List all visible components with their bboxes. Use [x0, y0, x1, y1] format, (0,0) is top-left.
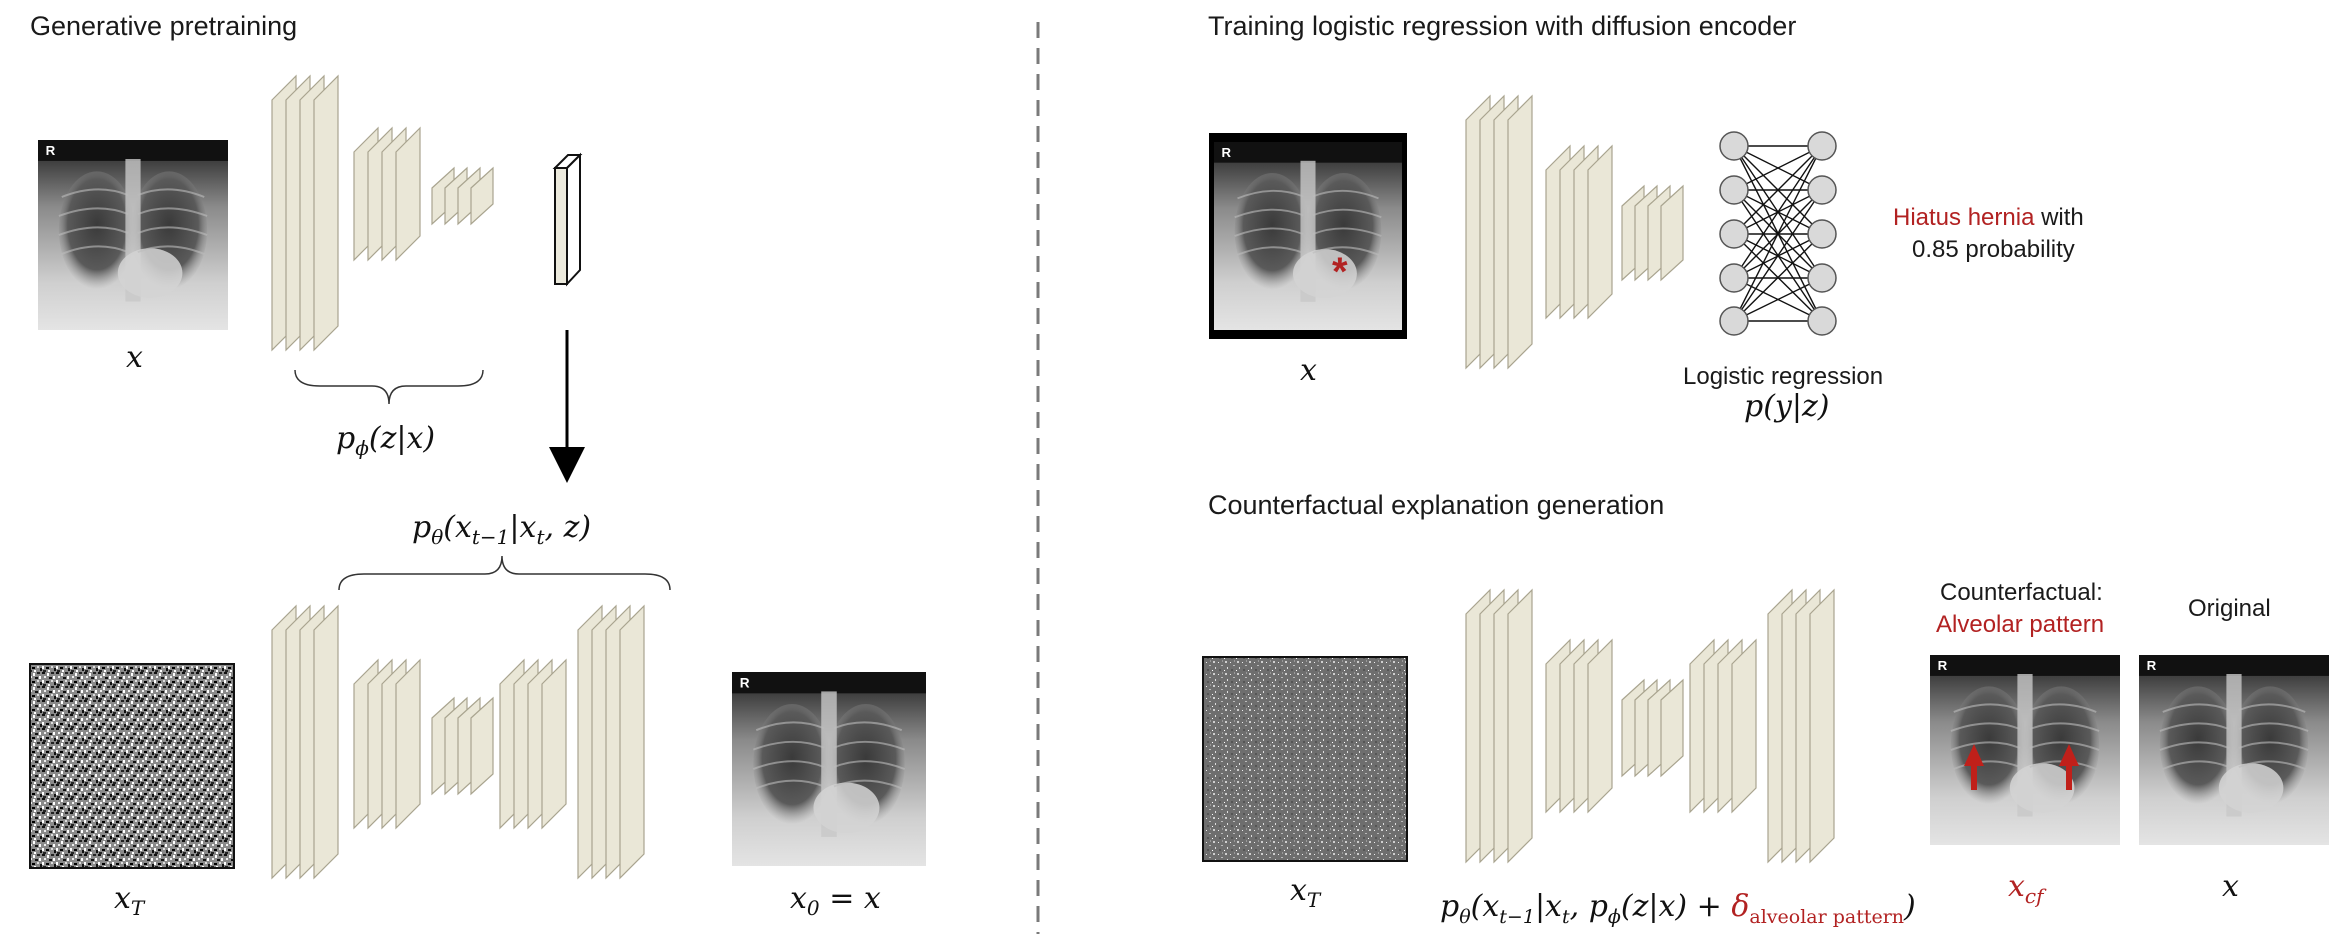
original-label: Original — [2188, 595, 2271, 622]
prediction-result: Hiatus hernia with 0.85 probability — [1893, 204, 2084, 263]
original-xray-right — [2138, 655, 2330, 845]
svg-text:Hiatus hernia with: Hiatus hernia with — [1893, 204, 2084, 231]
layer-slab — [470, 166, 494, 226]
decoder-brace — [338, 555, 671, 591]
network-node — [1719, 263, 1749, 293]
regression-label: Logistic regression — [1683, 363, 1883, 390]
network-node — [1807, 131, 1837, 161]
input-xray-right-top: * — [1209, 133, 1407, 339]
network-node — [1807, 306, 1837, 336]
counterfactual-condition: Alveolar pattern — [1936, 611, 2104, 638]
left-input-label: x — [126, 340, 143, 375]
input-xray-left — [37, 140, 229, 330]
right-top-input-label: x — [1300, 353, 1317, 388]
left-noise-label: xT — [114, 881, 146, 920]
network-node — [1807, 219, 1837, 249]
svg-text:xcf: xcf — [2008, 869, 2047, 908]
encoder-formula: pϕ(z|x) — [336, 421, 435, 460]
logistic-regression-network — [1719, 131, 1837, 336]
left-output-label: x0 = x — [790, 881, 881, 920]
right-noise-label: xT — [1290, 873, 1322, 912]
encoder-stack-right — [1465, 94, 1684, 370]
unet-stack-left — [271, 604, 645, 880]
layer-slab — [1587, 638, 1613, 814]
layer-slab — [1587, 144, 1613, 320]
layer-slab — [619, 604, 645, 880]
svg-text:pϕ(z|x): pϕ(z|x) — [336, 421, 435, 460]
network-node — [1719, 219, 1749, 249]
layer-slab — [1507, 588, 1533, 864]
original-x-label: x — [2222, 869, 2239, 904]
right-bottom-title: Counterfactual explanation generation — [1208, 490, 1664, 520]
layer-slab — [470, 696, 494, 796]
svg-text:pθ(xt−1|xt, z): pθ(xt−1|xt, z) — [412, 510, 591, 549]
unet-stack-right — [1465, 588, 1835, 864]
svg-text:xT: xT — [114, 881, 146, 920]
svg-text:x0 = x: x0 = x — [790, 881, 881, 920]
layer-slab — [1507, 94, 1533, 370]
layer-slab — [541, 658, 567, 830]
latent-vector — [552, 152, 583, 287]
counterfactual-xray — [1929, 655, 2121, 845]
right-top-title: Training logistic regression with diffus… — [1208, 11, 1796, 41]
network-node — [1719, 175, 1749, 205]
layer-slab — [395, 126, 421, 262]
regression-formula: p(y|z) — [1744, 389, 1829, 424]
asterisk-marker: * — [1332, 250, 1348, 294]
svg-text:xT: xT — [1290, 873, 1322, 912]
layer-slab — [1731, 638, 1757, 814]
layer-slab — [395, 658, 421, 830]
counterfactual-formula: pθ(xt−1|xt, pϕ(z|x) + δalveolar pattern) — [1440, 889, 1916, 928]
network-node — [1719, 306, 1749, 336]
layer-slab — [313, 604, 339, 880]
decoder-formula: pθ(xt−1|xt, z) — [412, 510, 591, 549]
network-node — [1807, 263, 1837, 293]
layer-slab — [1660, 678, 1684, 778]
output-xray-left — [732, 672, 926, 866]
layer-slab — [1809, 588, 1835, 864]
noise-image-left — [29, 663, 235, 869]
layer-slab — [313, 74, 339, 352]
encoder-stack-left — [271, 74, 494, 352]
network-node — [1719, 131, 1749, 161]
cf-label: xcf — [2008, 869, 2047, 908]
network-node — [1807, 175, 1837, 205]
layer-slab — [1660, 184, 1684, 282]
left-title: Generative pretraining — [30, 11, 297, 41]
red-arrow-icon — [1964, 744, 2079, 790]
svg-text:0.85 probability: 0.85 probability — [1912, 236, 2075, 263]
encoder-brace — [294, 369, 484, 405]
counterfactual-label: Counterfactual: — [1940, 579, 2103, 606]
noise-image-right — [1202, 656, 1408, 862]
svg-text:pθ(xt−1|xt, pϕ(z|x) + δalveola: pθ(xt−1|xt, pϕ(z|x) + δalveolar pattern) — [1440, 889, 1916, 928]
